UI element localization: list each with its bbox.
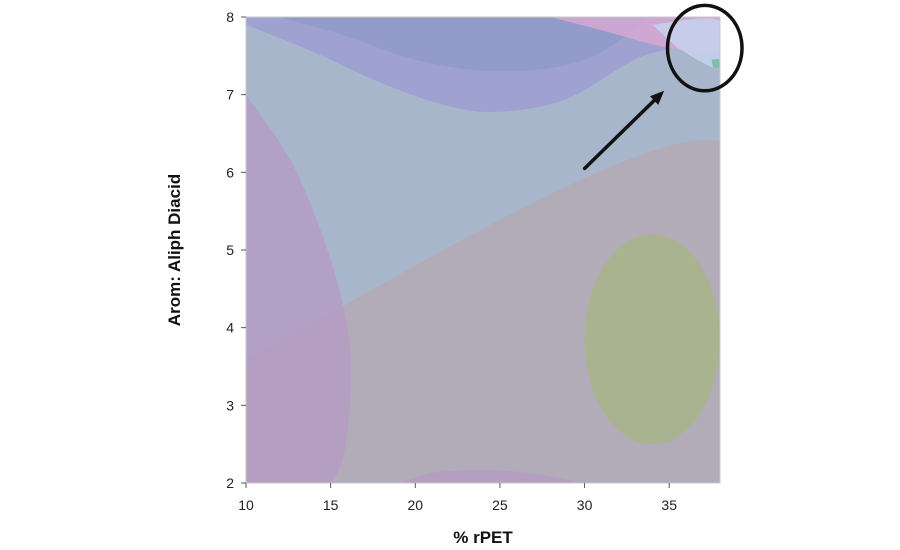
x-tick-label: 20 bbox=[407, 497, 423, 513]
x-tick-label: 25 bbox=[492, 497, 508, 513]
y-tick-label: 8 bbox=[226, 9, 234, 25]
contour-regions bbox=[246, 17, 720, 483]
x-axis-title: % rPET bbox=[453, 528, 513, 547]
x-tick-label: 35 bbox=[661, 497, 677, 513]
x-tick-label: 15 bbox=[323, 497, 339, 513]
x-tick-label: 30 bbox=[577, 497, 593, 513]
annotation-arrow-shaft bbox=[582, 98, 656, 171]
x-tick-label: 10 bbox=[238, 497, 254, 513]
contour-region-purple-region bbox=[246, 94, 352, 483]
x-axis: 10 15 20 25 30 35 bbox=[238, 483, 677, 513]
contour-region-purple-region bbox=[398, 469, 585, 483]
contour-region-top-dark bbox=[279, 17, 653, 72]
contour-region-green-sliver bbox=[711, 59, 720, 69]
y-tick-label: 6 bbox=[226, 164, 234, 180]
y-axis-title: Arom: Aliph Diacid bbox=[165, 174, 184, 326]
y-tick-label: 4 bbox=[226, 320, 234, 336]
annotations bbox=[582, 3, 744, 171]
y-axis: 2 3 4 5 6 7 8 bbox=[226, 9, 246, 491]
annotation-highlight-circle bbox=[665, 3, 744, 93]
y-tick-label: 7 bbox=[226, 87, 234, 103]
y-tick-label: 5 bbox=[226, 242, 234, 258]
contour-region-green-region bbox=[584, 234, 720, 445]
annotation-arrow-head bbox=[649, 90, 665, 105]
y-tick-label: 2 bbox=[226, 475, 234, 491]
y-tick-label: 3 bbox=[226, 397, 234, 413]
